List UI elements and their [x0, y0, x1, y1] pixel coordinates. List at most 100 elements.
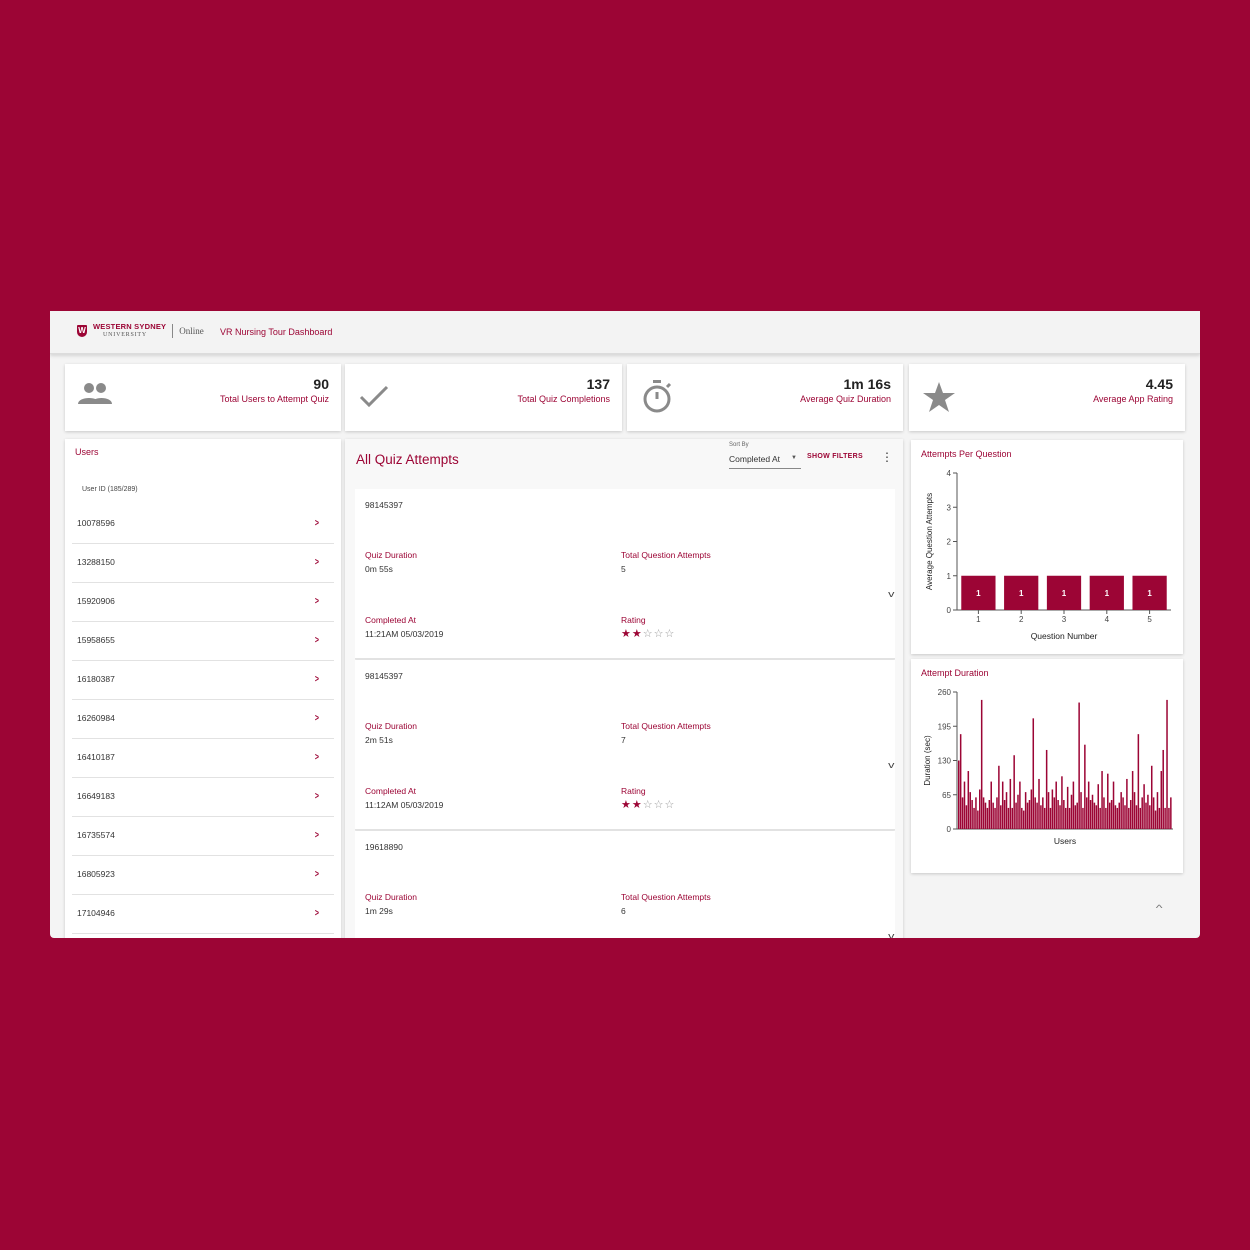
bar — [1021, 807, 1023, 829]
bar — [1043, 807, 1046, 829]
bar — [1001, 781, 1004, 829]
bar — [982, 797, 985, 829]
expand-more-icon[interactable]: v — [887, 589, 894, 599]
user-row[interactable]: 15958655 > — [72, 622, 334, 661]
user-row[interactable]: 16649183 > — [72, 778, 334, 817]
chevron-right-icon[interactable]: > — [315, 830, 320, 841]
bar — [1124, 805, 1126, 829]
chevron-right-icon[interactable]: > — [315, 752, 320, 763]
user-row[interactable]: 16805923 > — [72, 856, 334, 895]
y-tick-label: 0 — [947, 606, 952, 615]
chevron-right-icon[interactable]: > — [315, 557, 320, 568]
bar — [1072, 781, 1075, 829]
chevron-right-icon[interactable]: > — [315, 908, 320, 919]
stat-card-app-rating: 4.45 Average App Rating — [909, 364, 1185, 431]
bar — [1150, 765, 1153, 829]
bar — [1145, 802, 1147, 829]
show-filters-button[interactable]: SHOW FILTERS — [807, 453, 863, 460]
chevron-right-icon[interactable]: > — [315, 791, 320, 802]
bar — [1107, 773, 1109, 829]
bar — [1059, 805, 1061, 829]
bar-data-label: 1 — [1019, 589, 1024, 598]
bar — [1137, 734, 1140, 829]
user-row[interactable]: 17104946 > — [72, 895, 334, 934]
bar — [1028, 800, 1031, 829]
bar — [996, 797, 998, 829]
bar — [1116, 807, 1119, 829]
bar — [1108, 802, 1111, 829]
caret-down-icon: ▼ — [791, 455, 797, 461]
stat-value: 90 — [313, 376, 329, 392]
attempt-user-id: 98145397 — [365, 671, 403, 681]
star-filled-icon: ★ — [631, 799, 643, 811]
bar — [1040, 805, 1042, 829]
bar — [1015, 802, 1017, 829]
bar — [984, 802, 987, 829]
quiz-duration-value: 1m 29s — [365, 906, 393, 916]
bar — [1004, 575, 1039, 610]
bar — [998, 765, 1000, 829]
logo-online: Online — [179, 326, 204, 336]
bar-data-label: 1 — [1105, 589, 1110, 598]
bar — [1007, 807, 1010, 829]
bar — [1133, 792, 1136, 829]
more-vert-icon[interactable]: ⋮ — [881, 450, 893, 464]
bar — [1087, 781, 1090, 829]
star-filled-icon: ★ — [621, 799, 632, 811]
user-row[interactable]: 15920906 > — [72, 583, 334, 622]
x-tick-label: 1 — [976, 615, 981, 624]
bar — [1162, 749, 1164, 829]
attempt-card[interactable]: 19618890 Quiz Duration 1m 29s Total Questio… — [355, 831, 895, 938]
user-row[interactable]: 16260984 > — [72, 700, 334, 739]
chevron-right-icon[interactable]: > — [315, 635, 320, 646]
user-row[interactable]: 16735574 > — [72, 817, 334, 856]
user-id: 16649183 — [77, 791, 115, 801]
star-outline-icon: ☆ — [642, 628, 654, 640]
page-title: VR Nursing Tour Dashboard — [220, 327, 333, 337]
chevron-right-icon[interactable]: > — [315, 713, 320, 724]
shield-logo-icon: W — [77, 325, 87, 337]
expand-more-icon[interactable]: v — [887, 760, 894, 770]
bar — [1042, 797, 1044, 829]
stat-card-total-users: 90 Total Users to Attempt Quiz — [65, 364, 341, 431]
user-id: 17104946 — [77, 908, 115, 918]
y-tick-label: 3 — [947, 503, 952, 512]
user-id-column-header[interactable]: User ID (185/289) — [82, 486, 138, 493]
chevron-right-icon[interactable]: > — [315, 518, 320, 529]
bar — [1170, 797, 1172, 829]
bar — [988, 800, 991, 829]
star-outline-icon: ☆ — [664, 799, 676, 811]
chevron-right-icon[interactable]: > — [315, 869, 320, 880]
user-row[interactable]: 16180387 > — [72, 661, 334, 700]
user-list: 10078596 >13288150 > 15920906 >15958655 >1618… — [72, 505, 334, 934]
bar — [1084, 744, 1086, 829]
bar — [1141, 797, 1143, 829]
attempt-card[interactable]: 98145397 Quiz Duration 2m 51s Total Questio… — [355, 660, 895, 830]
bar — [1112, 781, 1115, 829]
sort-by-select[interactable]: Completed At ▼ — [729, 454, 801, 469]
bar — [1168, 807, 1170, 829]
chevron-up-icon[interactable]: ^ — [1155, 903, 1163, 913]
bar — [961, 797, 964, 829]
user-id: 15920906 — [77, 596, 115, 606]
chevron-right-icon[interactable]: > — [315, 674, 320, 685]
user-row[interactable]: 16410187 > — [72, 739, 334, 778]
chevron-right-icon[interactable]: > — [315, 596, 320, 607]
stat-label: Average App Rating — [1093, 394, 1173, 404]
user-row[interactable]: 10078596 > — [72, 505, 334, 544]
y-axis-label: Duration (sec) — [923, 735, 932, 786]
bar — [1045, 749, 1048, 829]
bar — [1055, 781, 1057, 829]
bar — [1089, 575, 1124, 610]
question-attempts-label: Total Question Attempts — [621, 550, 711, 560]
bar — [986, 807, 989, 829]
university-logo[interactable]: W WESTERN SYDNEY UNIVERSITY Online — [77, 323, 204, 339]
x-axis-label: Question Number — [1031, 631, 1098, 641]
bar — [1118, 802, 1121, 829]
bar-data-label: 1 — [976, 589, 981, 598]
user-id: 16410187 — [77, 752, 115, 762]
user-row[interactable]: 13288150 > — [72, 544, 334, 583]
attempt-card[interactable]: 98145397 Quiz Duration 0m 55s Total Questio… — [355, 489, 895, 659]
expand-more-icon[interactable]: v — [887, 931, 894, 938]
bar — [961, 575, 996, 610]
